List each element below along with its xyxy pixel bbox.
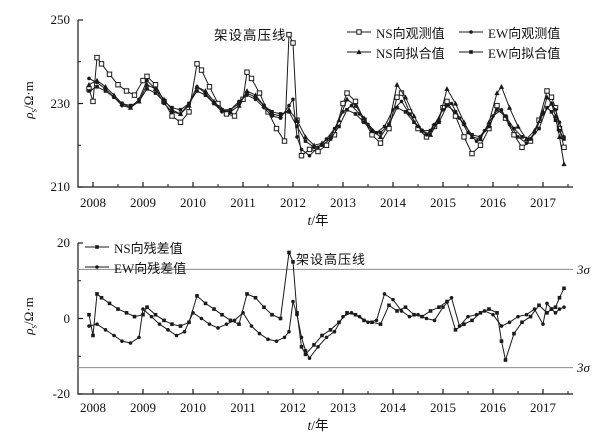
panel-0 [77, 19, 573, 188]
x-tick-label: 2009 [130, 195, 156, 210]
sigma-upper-label: 3σ [577, 262, 590, 277]
legend-label: EW向拟合值 [488, 45, 561, 61]
legend-label: NS向拟合值 [376, 45, 445, 61]
legend-item-ew-fitted: EW向拟合值 [458, 43, 570, 62]
x-tick-label: 2015 [430, 400, 456, 415]
x-tick-label: 2009 [130, 400, 156, 415]
top-legend: NS向观测值 EW向观测值 NS向拟合值 EW向拟合值 [346, 22, 570, 62]
x-tick-label: 2010 [180, 400, 206, 415]
x-unit: /年 [311, 213, 329, 228]
y-tick-label: 210 [50, 179, 71, 194]
legend-item-ns-fitted: NS向拟合值 [346, 43, 458, 62]
x-tick-label: 2012 [280, 400, 306, 415]
x-tick-label: 2011 [230, 195, 256, 210]
y-tick-label: 0 [63, 310, 71, 326]
legend-item-ns-observed: NS向观测值 [346, 23, 458, 42]
y-unit: /Ω·m [21, 297, 36, 325]
rho-symbol: ρ [21, 328, 36, 335]
legend-row: EW向残差值 [84, 257, 186, 277]
y-tick-label: 250 [50, 12, 71, 27]
series-line-1-1 [88, 293, 565, 360]
y-tick-label: 230 [50, 95, 71, 111]
legend-label: EW向观测值 [488, 25, 561, 41]
bottom-y-axis-label: ρs/Ω·m [21, 256, 39, 376]
x-tick-label: 2012 [280, 195, 306, 210]
top-x-axis-label: t/年 [296, 209, 340, 229]
rho-subscript: s [28, 108, 39, 113]
legend-label: NS向残差值 [114, 240, 183, 256]
y-tick-label: 20 [57, 235, 70, 250]
legend-item-ew-observed: EW向观测值 [458, 23, 570, 42]
x-tick-label: 2015 [430, 195, 456, 210]
legend-row: NS向观测值 EW向观测值 [346, 22, 570, 42]
series-markers-0-3 [87, 85, 566, 150]
line-marker-icon [459, 50, 483, 54]
line-marker-icon [459, 30, 483, 34]
x-tick-label: 2011 [230, 400, 256, 415]
x-tick-label: 2017 [530, 195, 556, 210]
x-tick-label: 2016 [480, 195, 506, 210]
sigma-lower-label: 3σ [577, 360, 590, 375]
x-tick-label: 2008 [80, 195, 106, 210]
rho-symbol: ρ [21, 112, 36, 119]
legend-item-ns-residual: NS向残差值 [84, 238, 183, 257]
x-tick-label: 2013 [330, 400, 356, 415]
x-tick-label: 2014 [380, 400, 406, 415]
x-tick-label: 2013 [330, 195, 356, 210]
line-marker-icon [85, 265, 109, 269]
bottom-legend: NS向残差值 EW向残差值 [84, 237, 186, 277]
x-unit: /年 [311, 418, 329, 433]
x-tick-label: 2014 [380, 195, 406, 210]
x-tick-label: 2017 [530, 400, 556, 415]
series-markers-1-1 [87, 292, 566, 360]
line-marker-icon [347, 49, 371, 55]
legend-item-ew-residual: EW向残差值 [84, 258, 186, 277]
x-tick-label: 2016 [480, 400, 506, 415]
annotation-power-line-bottom: 架设高压线 [296, 252, 367, 267]
line-marker-icon [85, 245, 109, 249]
annotation-power-line-top: 架设高压线 [214, 28, 287, 43]
bottom-x-axis-label: t/年 [296, 414, 340, 434]
top-y-axis-label: ρs/Ω·m [21, 40, 39, 160]
line-marker-icon [347, 29, 371, 35]
legend-row: NS向残差值 [84, 237, 186, 257]
t-symbol: t [307, 418, 312, 433]
rho-subscript: s [28, 324, 39, 329]
t-symbol: t [307, 213, 312, 228]
legend-label: EW向残差值 [114, 260, 187, 276]
y-tick-label: -20 [52, 386, 70, 401]
x-tick-label: 2010 [180, 195, 206, 210]
legend-row: NS向拟合值 EW向拟合值 [346, 42, 570, 62]
legend-label: NS向观测值 [376, 25, 445, 41]
y-unit: /Ω·m [21, 81, 36, 109]
x-tick-label: 2008 [80, 400, 106, 415]
panel-1 [77, 242, 573, 395]
